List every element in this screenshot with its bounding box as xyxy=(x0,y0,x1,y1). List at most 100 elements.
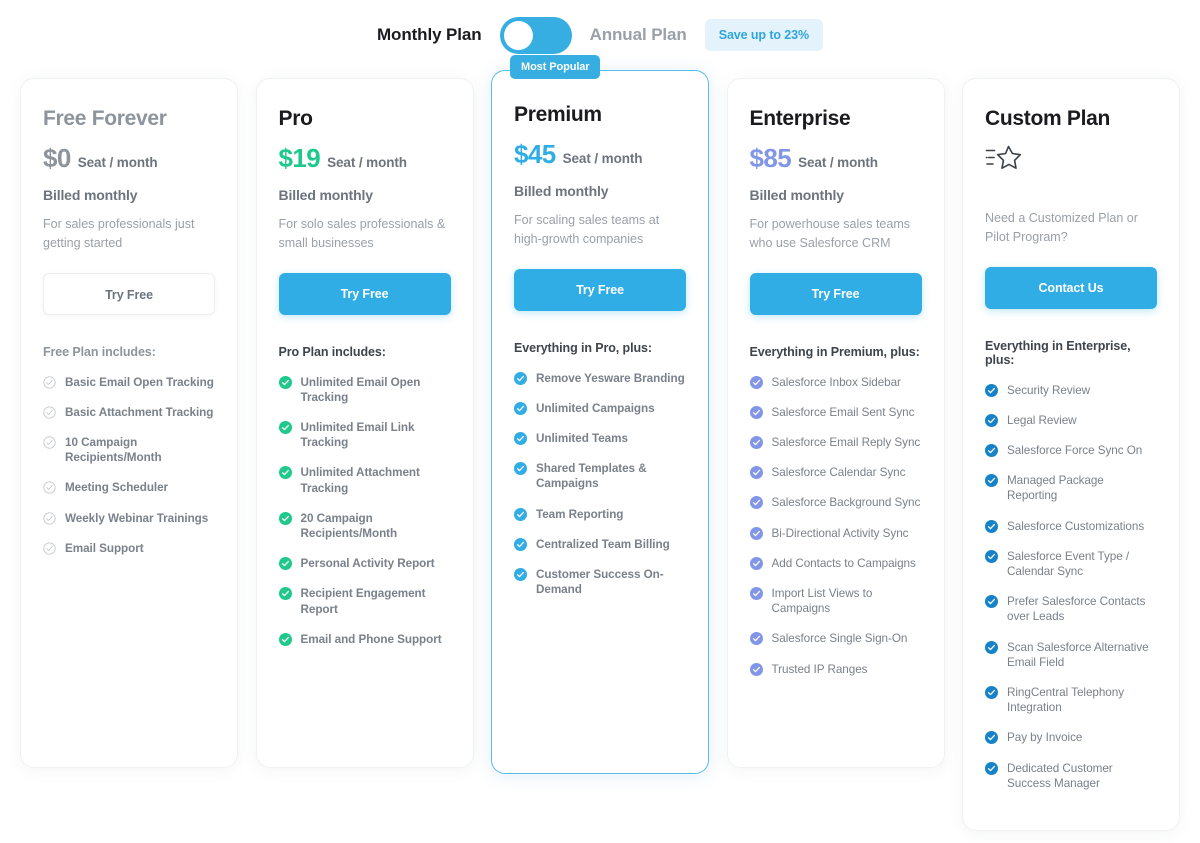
feature-item: Salesforce Event Type / Calendar Sync xyxy=(985,549,1157,579)
feature-item: Security Review xyxy=(985,383,1157,398)
feature-label: Pay by Invoice xyxy=(1007,731,1083,745)
check-circle-filled-icon xyxy=(985,595,998,609)
plan-tagline: For powerhouse sales teams who use Sales… xyxy=(749,217,911,250)
plan-tagline: For solo sales professionals & small bus… xyxy=(278,217,446,250)
feature-item: Meeting Scheduler xyxy=(43,480,215,495)
try-free-button[interactable]: Try Free xyxy=(43,272,215,315)
plan-price-unit: Seat / month xyxy=(327,155,407,170)
check-circle-outline-icon xyxy=(43,375,56,389)
feature-item: Salesforce Inbox Sidebar xyxy=(749,375,922,390)
feature-label: Personal Activity Report xyxy=(300,557,435,571)
check-circle-filled-icon xyxy=(749,375,763,389)
feature-item: Legal Review xyxy=(985,413,1157,428)
billing-frequency: Billed monthly xyxy=(278,187,374,203)
feature-label: Unlimited Campaigns xyxy=(536,401,655,415)
monthly-plan-label[interactable]: Monthly Plan xyxy=(376,25,482,44)
feature-label: Basic Email Open Tracking xyxy=(65,375,214,389)
check-circle-outline-icon xyxy=(43,542,56,555)
most-popular-badge: Most Popular xyxy=(510,55,601,79)
plan-name: Custom Plan xyxy=(985,107,1111,130)
feature-list: Unlimited Email Open Tracking Unlimited E… xyxy=(278,375,451,647)
check-circle-filled-icon xyxy=(749,632,763,646)
check-circle-filled-icon xyxy=(278,587,292,601)
check-circle-filled-icon xyxy=(749,556,763,570)
feature-label: Prefer Salesforce Contacts over Leads xyxy=(1007,595,1146,624)
price-row: $85 Seat / month xyxy=(750,143,922,174)
pricing-card-custom-plan: Custom Plan Need a Customized Plan or Pil… xyxy=(962,78,1180,831)
check-circle-filled-icon xyxy=(985,383,998,397)
contact-us-button[interactable]: Contact Us xyxy=(985,266,1157,309)
feature-label: Unlimited Email Link Tracking xyxy=(300,420,415,450)
feature-item: 10 Campaign Recipients/Month xyxy=(43,435,215,465)
pricing-card-free-forever: Free Forever $0 Seat / month Billed monthly… xyxy=(20,78,238,768)
feature-label: Salesforce Force Sync On xyxy=(1007,443,1143,457)
feature-item: Weekly Webinar Trainings xyxy=(43,511,215,526)
plan-name: Free Forever xyxy=(43,107,167,130)
feature-label: Unlimited Attachment Tracking xyxy=(300,466,420,495)
try-free-button[interactable]: Try Free xyxy=(514,268,686,311)
feature-label: Salesforce Single Sign-On xyxy=(771,632,908,646)
annual-plan-label[interactable]: Annual Plan xyxy=(589,25,687,44)
feature-item: 20 Campaign Recipients/Month xyxy=(278,511,451,541)
check-circle-filled-icon xyxy=(514,507,527,521)
check-circle-filled-icon xyxy=(278,632,292,646)
feature-list: Security Review Legal Review Salesforce Fo… xyxy=(985,383,1157,791)
billing-period-toggle[interactable] xyxy=(499,16,572,54)
plan-price: $85 xyxy=(749,143,792,173)
feature-label: Email and Phone Support xyxy=(300,632,442,646)
feature-item: Recipient Engagement Report xyxy=(278,586,451,616)
save-badge: Save up to 23% xyxy=(704,19,824,51)
check-circle-filled-icon xyxy=(514,462,527,476)
feature-item: Unlimited Teams xyxy=(514,431,686,446)
feature-item: Email Support xyxy=(43,541,215,556)
feature-item: Personal Activity Report xyxy=(278,556,451,571)
feature-label: Salesforce Email Sent Sync xyxy=(771,405,915,419)
feature-label: 20 Campaign Recipients/Month xyxy=(300,511,398,540)
feature-label: Trusted IP Ranges xyxy=(771,662,868,676)
plan-tagline: For scaling sales teams at high-growth c… xyxy=(514,213,660,246)
pricing-cards-row: Free Forever $0 Seat / month Billed monthly… xyxy=(0,55,1200,843)
feature-label: Salesforce Inbox Sidebar xyxy=(771,375,901,389)
try-free-button[interactable]: Try Free xyxy=(749,272,922,315)
check-circle-filled-icon xyxy=(985,519,998,533)
feature-label: Unlimited Email Open Tracking xyxy=(300,375,421,404)
plan-price-unit: Seat / month xyxy=(77,155,158,170)
plan-name: Premium xyxy=(514,103,602,126)
feature-item: Salesforce Single Sign-On xyxy=(749,631,922,646)
plan-price: $19 xyxy=(278,143,321,173)
feature-item: Salesforce Email Sent Sync xyxy=(749,405,922,420)
feature-label: Unlimited Teams xyxy=(536,431,628,445)
feature-label: RingCentral Telephony Integration xyxy=(1007,685,1124,715)
try-free-button[interactable]: Try Free xyxy=(278,272,451,315)
feature-label: Managed Package Reporting xyxy=(1007,474,1104,503)
check-circle-filled-icon xyxy=(749,526,763,540)
check-circle-filled-icon xyxy=(985,640,998,654)
check-circle-outline-icon xyxy=(43,511,56,525)
feature-label: Meeting Scheduler xyxy=(65,481,169,495)
feature-label: Email Support xyxy=(65,541,144,555)
feature-label: Bi-Directional Activity Sync xyxy=(771,526,909,540)
feature-label: Legal Review xyxy=(1007,413,1077,427)
plan-price-unit: Seat / month xyxy=(798,155,878,170)
feature-item: Pay by Invoice xyxy=(985,730,1157,745)
feature-label: Import List Views to Campaigns xyxy=(771,586,873,616)
check-circle-filled-icon xyxy=(985,761,998,775)
feature-label: Salesforce Event Type / Calendar Sync xyxy=(1007,549,1130,578)
feature-item: Scan Salesforce Alternative Email Field xyxy=(985,640,1157,670)
plan-price-unit: Seat / month xyxy=(562,151,643,166)
includes-title: Free Plan includes: xyxy=(43,344,156,359)
feature-label: Security Review xyxy=(1007,383,1091,397)
check-circle-filled-icon xyxy=(985,443,998,457)
check-circle-outline-icon xyxy=(43,436,56,449)
price-row: $19 Seat / month xyxy=(279,143,451,174)
feature-label: Weekly Webinar Trainings xyxy=(65,511,209,525)
billing-toggle-bar: Monthly Plan Annual Plan Save up to 23% xyxy=(0,0,1200,70)
includes-title: Everything in Premium, plus: xyxy=(749,344,920,359)
check-circle-filled-icon xyxy=(749,405,763,419)
feature-item: Customer Success On-Demand xyxy=(514,567,686,597)
feature-item: Unlimited Attachment Tracking xyxy=(278,465,451,495)
feature-item: Dedicated Customer Success Manager xyxy=(985,761,1157,791)
feature-label: Dedicated Customer Success Manager xyxy=(1007,761,1113,790)
feature-item: Salesforce Force Sync On xyxy=(985,443,1157,458)
toggle-knob xyxy=(503,20,533,50)
